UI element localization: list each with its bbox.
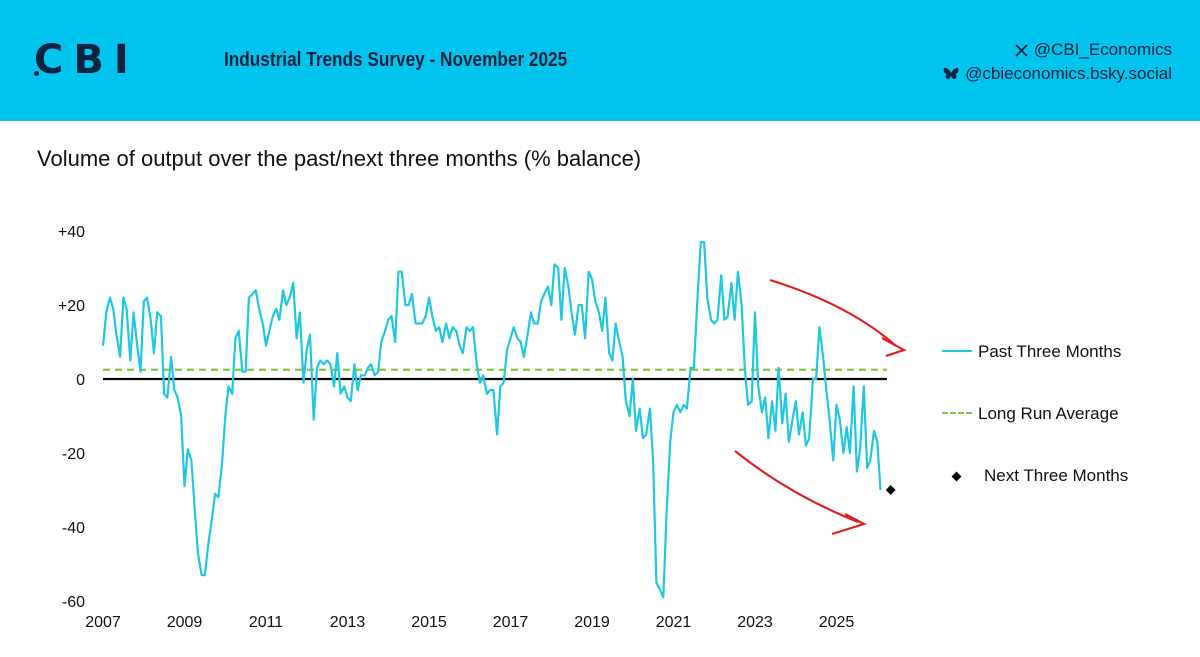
x-tick-label: 2021	[656, 614, 692, 631]
bluesky-handle: @cbieconomics.bsky.social	[965, 64, 1172, 83]
legend-item-past: Past Three Months	[942, 338, 1182, 366]
legend-swatch-past	[942, 350, 972, 354]
red-arrow-upper	[769, 278, 897, 347]
y-tick-label: +20	[58, 298, 85, 315]
butterfly-icon	[943, 67, 959, 81]
annotation-arrows	[734, 278, 907, 536]
chart-title: Volume of output over the past/next thre…	[37, 146, 642, 171]
x-tick-label: 2011	[249, 614, 284, 631]
y-tick-label: -20	[62, 446, 85, 463]
y-axis-ticks: +40 +20 0 -20 -40 -60	[58, 224, 85, 611]
cbi-logo[interactable]: CBI	[34, 38, 139, 82]
next-three-months-marker	[885, 485, 896, 495]
legend-item-next: Next Three Months	[942, 462, 1182, 490]
chart-legend: Past Three Months Long Run Average Next …	[942, 338, 1182, 524]
legend-label-average: Long Run Average	[978, 404, 1119, 423]
x-tick-label: 2023	[737, 614, 773, 631]
past-three-months-line	[101, 241, 882, 599]
x-tick-label: 2007	[85, 614, 121, 631]
x-tick-label: 2017	[493, 614, 529, 631]
legend-swatch-average	[942, 412, 972, 416]
y-tick-label: 0	[76, 372, 85, 389]
header-band: CBI Industrial Trends Survey - November …	[0, 0, 1200, 121]
x-logo-icon	[1015, 43, 1028, 57]
y-tick-label: -60	[62, 594, 85, 611]
x-tick-label: 2025	[819, 614, 855, 631]
x-tick-label: 2009	[167, 614, 203, 631]
x-axis-ticks: 2007 2009 2011 2013 2015 2017 2019 2021 2023 2025	[85, 614, 854, 631]
legend-label-past: Past Three Months	[978, 342, 1122, 361]
red-arrow-lower	[734, 450, 859, 524]
social-bluesky-link[interactable]: @cbieconomics.bsky.social	[943, 64, 1172, 84]
header-title: Industrial Trends Survey - November 2025	[224, 49, 568, 71]
x-handle: @CBI_Economics	[1033, 40, 1172, 59]
legend-label-next: Next Three Months	[984, 466, 1129, 485]
x-tick-label: 2013	[330, 614, 366, 631]
logo-dot	[34, 71, 39, 76]
logo-text: CBI	[34, 37, 139, 83]
x-tick-label: 2015	[411, 614, 447, 631]
social-x-link[interactable]: @CBI_Economics	[1015, 40, 1172, 60]
y-tick-label: -40	[62, 520, 85, 537]
next-three-months-points	[885, 485, 896, 495]
red-arrow-lower-head	[831, 513, 867, 536]
x-tick-label: 2019	[574, 614, 610, 631]
y-tick-label: +40	[58, 224, 85, 241]
legend-swatch-next	[951, 471, 962, 481]
red-arrow-upper-head	[881, 337, 907, 358]
legend-item-average: Long Run Average	[942, 400, 1182, 428]
